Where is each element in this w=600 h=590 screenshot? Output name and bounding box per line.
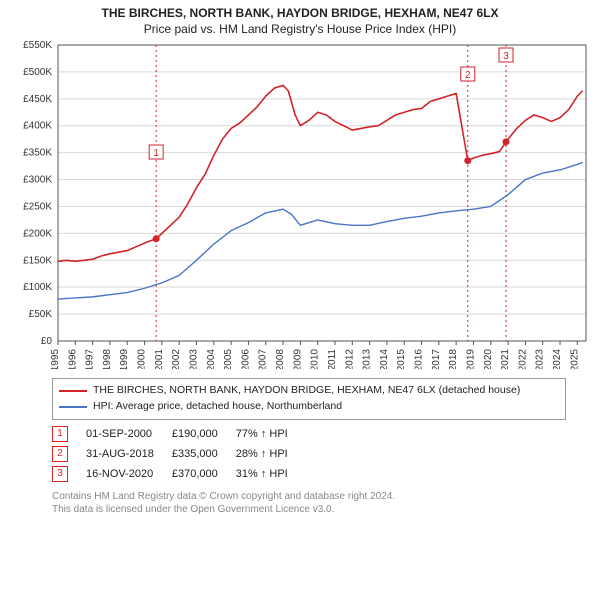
sale-delta: 31% ↑ HPI	[236, 464, 306, 484]
svg-text:2008: 2008	[275, 349, 286, 369]
svg-text:2005: 2005	[223, 349, 234, 369]
svg-text:2016: 2016	[414, 349, 425, 369]
svg-text:2001: 2001	[154, 349, 165, 369]
price-chart: £0 £50K £100K £150K £200K £250K £300K £350K £400…	[8, 39, 592, 374]
svg-text:1: 1	[153, 148, 159, 159]
sale-marker-box: 2	[52, 446, 68, 462]
svg-text:2012: 2012	[344, 349, 355, 369]
svg-text:2004: 2004	[206, 349, 217, 369]
legend-swatch	[59, 390, 87, 392]
svg-text:£150K: £150K	[23, 255, 52, 266]
footer-line-1: Contains HM Land Registry data © Crown c…	[52, 490, 592, 503]
svg-text:£0: £0	[41, 336, 53, 347]
svg-text:2010: 2010	[310, 349, 321, 369]
svg-text:£350K: £350K	[23, 148, 52, 159]
sale-date: 01-SEP-2000	[86, 424, 172, 444]
svg-text:2015: 2015	[396, 349, 407, 369]
sale-row: 1 01-SEP-2000£190,00077% ↑ HPI	[52, 424, 306, 444]
svg-text:3: 3	[503, 51, 509, 62]
legend-label: THE BIRCHES, NORTH BANK, HAYDON BRIDGE, …	[93, 383, 520, 399]
svg-text:£500K: £500K	[23, 67, 52, 78]
svg-text:1995: 1995	[50, 349, 61, 369]
svg-text:2024: 2024	[552, 349, 563, 369]
svg-text:2025: 2025	[569, 349, 580, 369]
sale-date: 31-AUG-2018	[86, 444, 172, 464]
sales-table: 1 01-SEP-2000£190,00077% ↑ HPI 2 31-AUG-201…	[52, 424, 592, 484]
svg-text:1997: 1997	[85, 349, 96, 369]
svg-text:1996: 1996	[67, 349, 78, 369]
svg-text:£550K: £550K	[23, 40, 52, 51]
sale-marker-box: 3	[52, 466, 68, 482]
svg-text:2003: 2003	[188, 349, 199, 369]
svg-text:2006: 2006	[240, 349, 251, 369]
svg-text:£200K: £200K	[23, 229, 52, 240]
svg-text:2000: 2000	[137, 349, 148, 369]
sale-date: 16-NOV-2020	[86, 464, 172, 484]
svg-text:£50K: £50K	[29, 309, 53, 320]
svg-text:1998: 1998	[102, 349, 113, 369]
sale-price: £370,000	[172, 464, 236, 484]
chart-subtitle: Price paid vs. HM Land Registry's House …	[8, 22, 592, 38]
legend-label: HPI: Average price, detached house, Nort…	[93, 399, 342, 415]
svg-text:2018: 2018	[448, 349, 459, 369]
chart-svg: £0 £50K £100K £150K £200K £250K £300K £350K £400…	[8, 39, 592, 369]
svg-text:2021: 2021	[500, 349, 511, 369]
footer: Contains HM Land Registry data © Crown c…	[52, 490, 592, 516]
svg-text:2023: 2023	[535, 349, 546, 369]
legend-item: THE BIRCHES, NORTH BANK, HAYDON BRIDGE, …	[59, 383, 559, 399]
sale-marker-box: 1	[52, 426, 68, 442]
svg-text:2022: 2022	[517, 349, 528, 369]
svg-text:2011: 2011	[327, 349, 338, 369]
sale-price: £190,000	[172, 424, 236, 444]
chart-title: THE BIRCHES, NORTH BANK, HAYDON BRIDGE, …	[8, 6, 592, 22]
svg-text:£100K: £100K	[23, 282, 52, 293]
svg-text:£400K: £400K	[23, 121, 52, 132]
sale-price: £335,000	[172, 444, 236, 464]
svg-text:2019: 2019	[465, 349, 476, 369]
svg-text:2020: 2020	[483, 349, 494, 369]
svg-text:2013: 2013	[362, 349, 373, 369]
svg-text:2014: 2014	[379, 349, 390, 369]
sale-row: 3 16-NOV-2020£370,00031% ↑ HPI	[52, 464, 306, 484]
svg-text:2017: 2017	[431, 349, 442, 369]
sale-row: 2 31-AUG-2018£335,00028% ↑ HPI	[52, 444, 306, 464]
svg-text:£450K: £450K	[23, 94, 52, 105]
sale-delta: 77% ↑ HPI	[236, 424, 306, 444]
footer-line-2: This data is licensed under the Open Gov…	[52, 503, 592, 516]
sale-delta: 28% ↑ HPI	[236, 444, 306, 464]
svg-text:2007: 2007	[258, 349, 269, 369]
svg-text:1999: 1999	[119, 349, 130, 369]
legend-item: HPI: Average price, detached house, Nort…	[59, 399, 559, 415]
svg-text:2009: 2009	[292, 349, 303, 369]
svg-text:£250K: £250K	[23, 202, 52, 213]
legend: THE BIRCHES, NORTH BANK, HAYDON BRIDGE, …	[52, 378, 566, 420]
svg-text:£300K: £300K	[23, 175, 52, 186]
legend-swatch	[59, 406, 87, 408]
svg-text:2: 2	[465, 70, 471, 81]
svg-text:2002: 2002	[171, 349, 182, 369]
